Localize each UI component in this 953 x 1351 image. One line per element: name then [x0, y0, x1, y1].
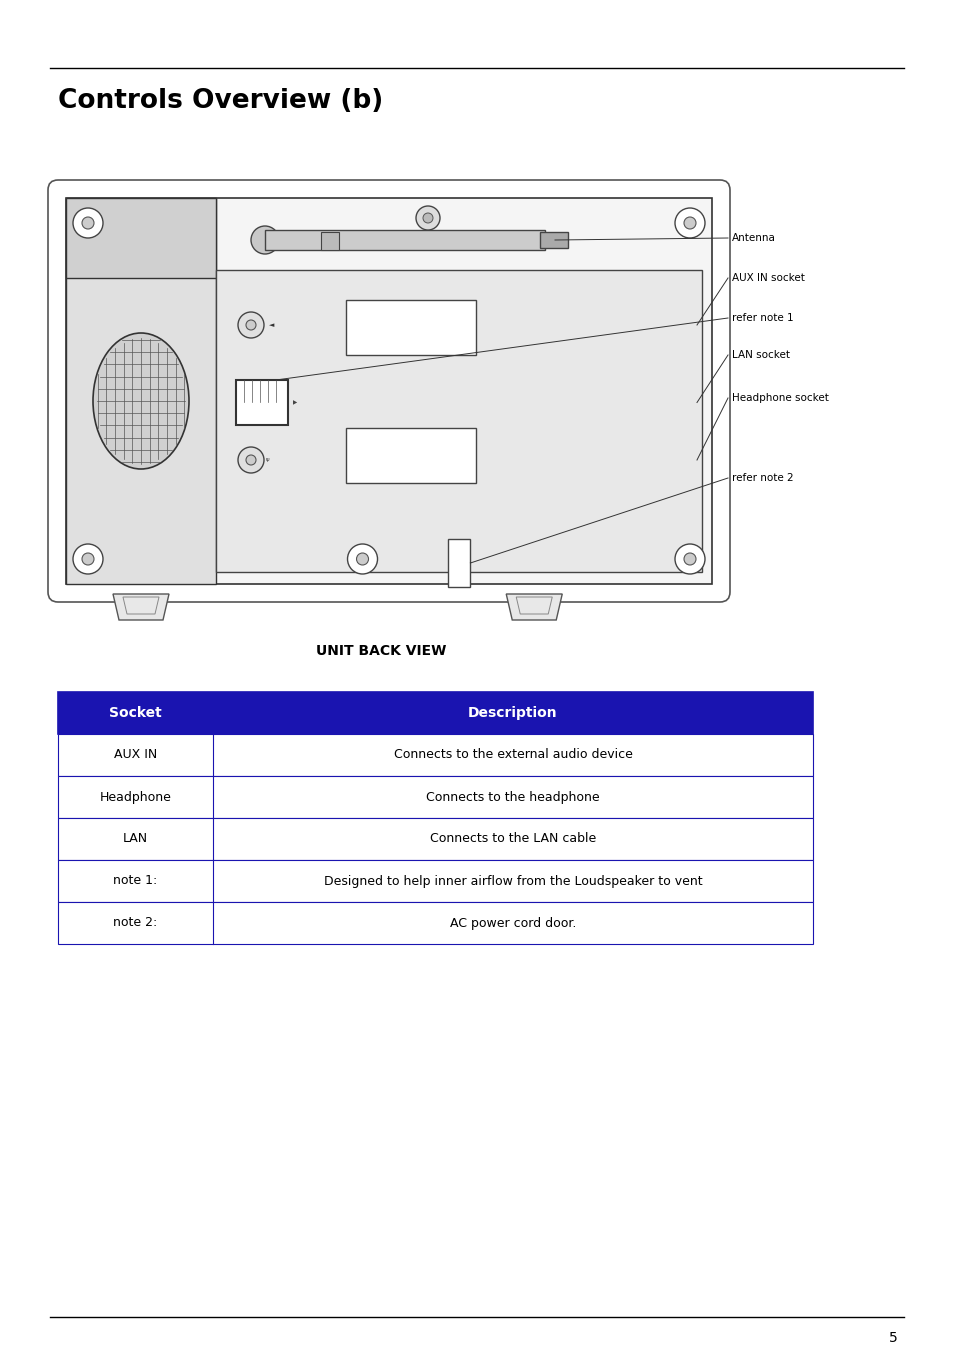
Text: AC power cord door.: AC power cord door. — [450, 916, 576, 929]
Text: LAN: LAN — [123, 832, 148, 846]
Text: Connects to the headphone: Connects to the headphone — [426, 790, 599, 804]
Text: Socket: Socket — [109, 707, 162, 720]
Circle shape — [73, 544, 103, 574]
Circle shape — [416, 205, 439, 230]
Circle shape — [347, 544, 377, 574]
Text: LAN socket: LAN socket — [731, 350, 789, 359]
Circle shape — [237, 312, 264, 338]
Bar — [58, 734, 812, 775]
Circle shape — [683, 553, 696, 565]
Text: Controls Overview (b): Controls Overview (b) — [58, 88, 383, 113]
Bar — [539, 232, 567, 249]
Circle shape — [82, 218, 94, 230]
Text: refer note 2: refer note 2 — [731, 473, 793, 484]
Text: ▶: ▶ — [293, 400, 297, 405]
Bar — [58, 817, 812, 861]
Text: Connects to the LAN cable: Connects to the LAN cable — [430, 832, 596, 846]
Circle shape — [356, 553, 368, 565]
Bar — [320, 232, 338, 250]
Polygon shape — [112, 594, 169, 620]
Circle shape — [251, 226, 278, 254]
Circle shape — [246, 320, 255, 330]
Text: 5: 5 — [888, 1331, 897, 1346]
Circle shape — [675, 208, 704, 238]
Circle shape — [237, 447, 264, 473]
Text: Designed to help inner airflow from the Loudspeaker to vent: Designed to help inner airflow from the … — [323, 874, 701, 888]
Ellipse shape — [92, 332, 189, 469]
Circle shape — [675, 544, 704, 574]
Circle shape — [683, 218, 696, 230]
Text: note 2:: note 2: — [113, 916, 157, 929]
Text: Connects to the external audio device: Connects to the external audio device — [394, 748, 632, 762]
Text: AUX IN socket: AUX IN socket — [731, 273, 804, 282]
Text: Headphone socket: Headphone socket — [731, 393, 828, 403]
Text: Description: Description — [468, 707, 558, 720]
Bar — [448, 539, 470, 586]
Text: AUX IN: AUX IN — [113, 748, 157, 762]
Bar — [235, 380, 288, 426]
Text: refer note 1: refer note 1 — [731, 313, 793, 323]
Bar — [66, 199, 215, 278]
Text: Headphone: Headphone — [99, 790, 172, 804]
Bar — [66, 199, 711, 584]
Bar — [58, 775, 812, 817]
Bar — [58, 902, 812, 944]
Text: ◄: ◄ — [269, 322, 274, 328]
Circle shape — [73, 208, 103, 238]
Text: UNIT BACK VIEW: UNIT BACK VIEW — [316, 644, 446, 658]
Circle shape — [82, 553, 94, 565]
FancyBboxPatch shape — [48, 180, 729, 603]
Bar — [58, 692, 812, 734]
Text: note 1:: note 1: — [113, 874, 157, 888]
Circle shape — [246, 455, 255, 465]
Bar — [346, 300, 476, 355]
Polygon shape — [506, 594, 561, 620]
Bar — [346, 428, 476, 484]
Bar — [265, 230, 544, 250]
Bar — [58, 861, 812, 902]
Bar — [215, 270, 701, 571]
Circle shape — [422, 213, 433, 223]
Text: Antenna: Antenna — [731, 232, 775, 243]
Bar — [66, 199, 215, 584]
Text: ψ: ψ — [266, 458, 270, 462]
